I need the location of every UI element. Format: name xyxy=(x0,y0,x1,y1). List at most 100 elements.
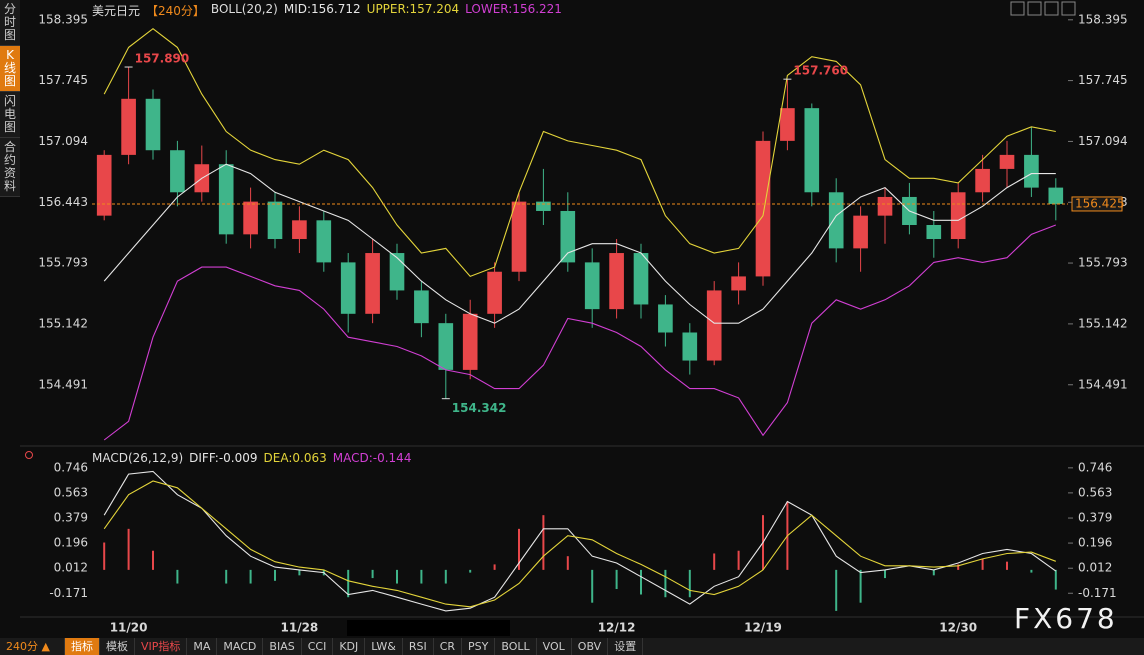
candle-body xyxy=(999,154,1015,169)
candle-body xyxy=(853,215,868,249)
candle-body xyxy=(780,108,795,141)
toolbar-tab[interactable]: OBV xyxy=(572,638,609,655)
last-price-label: 156.425 xyxy=(1075,196,1125,210)
sidebar-tab[interactable]: 分时图 xyxy=(0,0,20,46)
y-tick-label: 156.443 xyxy=(38,195,88,209)
candle-body xyxy=(1048,187,1064,204)
window-buttons xyxy=(1010,1,1076,16)
candle-body xyxy=(414,290,429,324)
boll-line xyxy=(103,224,1056,441)
candle-body xyxy=(731,276,746,291)
legend-entry: DIFF:-0.009 xyxy=(189,451,258,465)
toolbar-tab[interactable]: VOL xyxy=(537,638,572,655)
legend-entry: MACD:-0.144 xyxy=(332,451,412,465)
annotation-label: 157.760 xyxy=(793,64,848,78)
legend-entry: LOWER:156.221 xyxy=(465,2,562,16)
candle-body xyxy=(706,290,722,361)
y-tick-label: 155.793 xyxy=(38,256,88,270)
button[interactable] xyxy=(1061,1,1076,16)
toolbar-tab[interactable]: BOLL xyxy=(495,638,537,655)
sidebar-tab[interactable]: K线图 xyxy=(0,46,20,92)
toolbar-tab[interactable]: MACD xyxy=(217,638,264,655)
x-tick-label: 12/12 xyxy=(598,621,636,635)
x-tick-label: 11/28 xyxy=(281,621,319,635)
toolbar-tab[interactable]: RSI xyxy=(403,638,434,655)
button[interactable] xyxy=(1044,1,1059,16)
y-tick-label: -0.171 xyxy=(49,586,88,600)
x-tick-label: 12/19 xyxy=(744,621,782,635)
candle-body xyxy=(218,164,234,235)
y-tick-label: 154.491 xyxy=(38,377,88,391)
macd-line xyxy=(103,470,1057,612)
y-tick-label-right: 158.395 xyxy=(1078,12,1128,26)
x-tick-label: 12/30 xyxy=(939,621,977,635)
y-tick-label-right: 157.094 xyxy=(1078,134,1128,148)
y-tick-label: 0.012 xyxy=(54,561,88,575)
candle-body xyxy=(682,332,698,361)
candle-body xyxy=(292,220,307,240)
toolbar-tab[interactable]: KDJ xyxy=(333,638,366,655)
candle-body xyxy=(975,168,990,193)
toolbar-tab[interactable]: 模板 xyxy=(100,638,135,655)
toolbar-tab[interactable]: MA xyxy=(187,638,218,655)
toolbar-tab[interactable]: CR xyxy=(434,638,463,655)
mask xyxy=(347,620,510,636)
legend-entry: DEA:0.063 xyxy=(263,451,327,465)
candle-body xyxy=(438,323,454,370)
y-tick-label: 0.379 xyxy=(54,511,88,525)
y-tick-label-right: 154.491 xyxy=(1078,377,1128,391)
y-tick-label: 0.196 xyxy=(54,536,88,550)
candle-body xyxy=(511,201,527,272)
y-tick-label-right: 0.563 xyxy=(1078,485,1112,499)
candle-body xyxy=(170,150,185,193)
sidebar-tab[interactable]: 闪电图 xyxy=(0,92,20,138)
y-tick-label: 155.142 xyxy=(38,316,88,330)
candle-body xyxy=(340,262,356,314)
sidebar-tab[interactable]: 合约资料 xyxy=(0,138,20,197)
candle-body xyxy=(1024,154,1039,188)
y-tick-label: 0.746 xyxy=(54,460,88,474)
button[interactable] xyxy=(1027,1,1042,16)
toolbar-tab[interactable]: VIP指标 xyxy=(135,638,188,655)
candle-body xyxy=(950,192,966,240)
y-tick-label: 158.395 xyxy=(38,12,88,26)
candle-body xyxy=(462,313,478,370)
toolbar-tab[interactable]: 指标 xyxy=(65,638,100,655)
candle-body xyxy=(658,304,673,333)
candle-body xyxy=(389,253,405,291)
candle-body xyxy=(560,210,576,263)
button[interactable] xyxy=(1010,1,1025,16)
last-price-tag xyxy=(1071,196,1123,212)
candle-body xyxy=(804,108,820,193)
candle-body xyxy=(121,98,136,155)
candle-body xyxy=(584,262,600,310)
y-tick-label-right: 0.196 xyxy=(1078,536,1112,550)
y-tick-label: 157.094 xyxy=(38,134,88,148)
sidebar: 分时图 K线图 闪电图 合约资料 xyxy=(0,0,20,197)
macd-header: MACD(26,12,9) DIFF:-0.009 DEA:0.063 MACD:-0… xyxy=(92,451,411,465)
toolbar-tab[interactable]: CCI xyxy=(302,638,334,655)
indicator-name: BOLL(20,2) xyxy=(210,2,278,16)
candle-body xyxy=(316,220,332,263)
y-tick-label: 0.563 xyxy=(54,485,88,499)
toolbar-tab[interactable]: BIAS xyxy=(263,638,302,655)
indicator-icon[interactable] xyxy=(25,451,33,459)
candle-body xyxy=(755,140,771,277)
candle-body xyxy=(243,201,258,235)
candle-body xyxy=(633,253,649,305)
period-selector[interactable]: 240分 ▲ xyxy=(0,638,65,655)
toolbar-tab[interactable]: PSY xyxy=(462,638,496,655)
y-tick-label-right: 0.379 xyxy=(1078,511,1112,525)
candle-body xyxy=(96,154,112,216)
candle-body xyxy=(487,271,502,314)
candle-body xyxy=(267,201,283,240)
candle-body xyxy=(145,98,161,151)
toolbar-tab[interactable]: 设置 xyxy=(608,638,644,655)
y-tick-label-right: 157.745 xyxy=(1078,73,1128,87)
boll-line xyxy=(103,28,1056,278)
y-tick-label-right: 155.142 xyxy=(1078,316,1128,330)
period: 【240分】 xyxy=(146,4,205,18)
y-tick-label-right: 0.012 xyxy=(1078,561,1112,575)
chart-header: 美元日元 【240分】 BOLL(20,2) MID:156.712 UPPER:157… xyxy=(92,2,562,19)
toolbar-tab[interactable]: LW& xyxy=(365,638,403,655)
